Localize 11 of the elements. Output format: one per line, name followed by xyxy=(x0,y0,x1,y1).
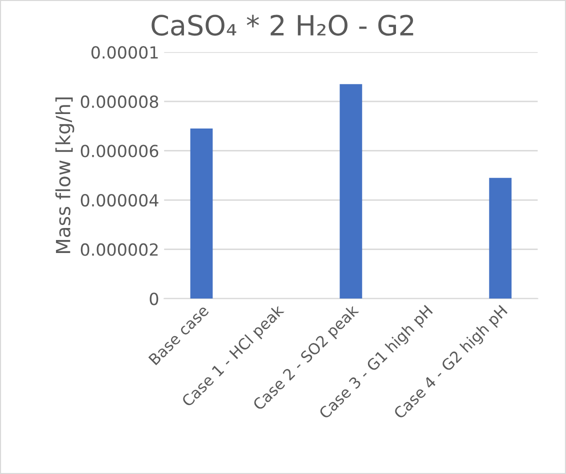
y-tick-label: 0.000006 xyxy=(80,144,158,158)
y-tick-label: 0.00001 xyxy=(91,46,158,59)
y-tick-label: 0 xyxy=(150,292,158,306)
y-tick-label: 0.000004 xyxy=(80,194,158,207)
bar xyxy=(340,84,362,299)
y-axis-title: Mass flow [kg/h] xyxy=(55,98,74,253)
chart-title: CaSO₄ * 2 H₂O - G2 xyxy=(152,14,414,36)
bar xyxy=(489,178,512,299)
bar xyxy=(190,128,213,299)
y-tick-label: 0.000002 xyxy=(80,243,158,256)
y-tick-label: 0.000008 xyxy=(80,95,158,108)
